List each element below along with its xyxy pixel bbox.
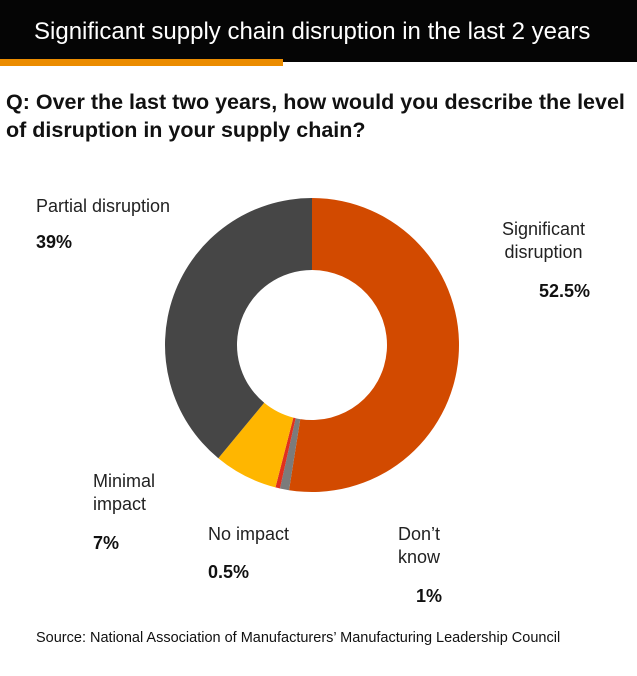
label-significant-disruption-line1: Significant xyxy=(502,219,586,239)
question-text: Q: Over the last two years, how would yo… xyxy=(6,90,625,142)
header-bar: Significant supply chain disruption in t… xyxy=(0,0,637,62)
label-dont-know: Don’t know xyxy=(398,523,440,569)
label-significant-disruption-line2: disruption xyxy=(504,242,583,262)
label-minimal-impact-line2: impact xyxy=(93,494,147,514)
header-title: Significant supply chain disruption in t… xyxy=(34,18,591,45)
slice-no-impact xyxy=(275,417,296,489)
label-significant-disruption: Significant disruption xyxy=(502,218,585,264)
label-dont-know-line1: Don’t xyxy=(398,524,441,544)
label-minimal-impact-line1: Minimal xyxy=(93,471,156,491)
slice-don-t-know xyxy=(279,418,301,491)
value-significant-disruption: 52.5% xyxy=(539,281,591,301)
slice-partial-disruption xyxy=(164,198,312,459)
label-dont-know-line2: know xyxy=(398,547,441,567)
label-partial-disruption: Partial disruption xyxy=(36,196,171,216)
slice-minimal-impact xyxy=(218,402,294,488)
label-minimal-impact: Minimal impact xyxy=(93,470,155,516)
value-minimal-impact: 7% xyxy=(93,533,120,553)
source-note: Source: National Association of Manufact… xyxy=(36,630,561,646)
label-no-impact: No impact xyxy=(208,524,290,544)
value-partial-disruption: 39% xyxy=(36,232,73,252)
slice-significant-disruption xyxy=(289,198,459,492)
value-dont-know: 1% xyxy=(416,586,443,606)
header-accent-bar xyxy=(0,59,283,66)
value-no-impact: 0.5% xyxy=(208,562,250,582)
